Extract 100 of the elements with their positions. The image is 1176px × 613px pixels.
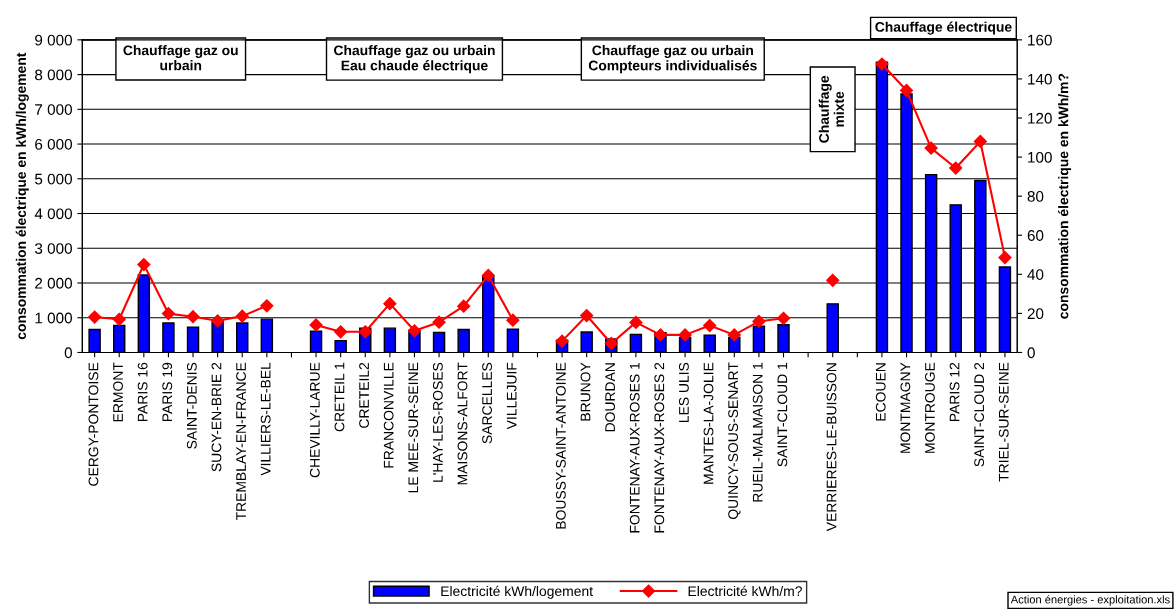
point	[211, 314, 225, 328]
x-tick-label: LE MEE-SUR-SEINE	[408, 362, 419, 493]
x-tick-label: PARIS 12	[949, 362, 960, 422]
y-tick-label: 5 000	[34, 173, 72, 185]
y-tick-label: 1 000	[35, 312, 72, 324]
x-tick-label: LES ULIS	[678, 362, 689, 423]
bar	[752, 325, 766, 353]
bar	[162, 322, 175, 353]
point	[678, 328, 692, 342]
x-tick-label: CRETEIL 1	[334, 362, 345, 432]
point	[973, 134, 987, 149]
x-tick-label: FONTENAY-AUX-ROSES 1	[629, 362, 640, 533]
point	[653, 328, 668, 342]
x-tick-label: MONTROUGE	[925, 362, 935, 453]
y2-tick-label: 40	[1027, 269, 1044, 280]
point	[826, 273, 840, 287]
point	[506, 313, 520, 327]
x-tick-label: PARIS 16	[137, 362, 148, 422]
annotation: Chauffage mixte	[818, 75, 844, 143]
bar	[432, 331, 446, 353]
point	[88, 310, 102, 324]
y-tick-label: 6 000	[35, 138, 72, 150]
y2-tick-label: 20	[1027, 308, 1044, 320]
x-tick-label: DOURDAN	[605, 363, 616, 432]
point	[727, 328, 741, 342]
y2-tick-label: 60	[1027, 230, 1044, 241]
x-tick-label: L'HAY-LES-ROSES	[432, 362, 443, 482]
x-tick-label: PARIS 19	[162, 362, 173, 422]
text: Chauffage électrique	[875, 21, 1012, 35]
y2-tick-label: 80	[1027, 191, 1044, 202]
y-tick-label: 0	[64, 347, 72, 359]
point	[309, 318, 323, 332]
x-tick-label: MANTES-LA-JOLIE	[703, 362, 714, 484]
bar	[457, 328, 470, 353]
x-tick-label: TREMBLAY-EN-FRANCE	[236, 362, 246, 521]
x-tick-label: SAINT-DENIS	[186, 362, 197, 449]
y-axis-title: consommation électrique en kWh/logement	[15, 52, 29, 340]
bar	[112, 324, 126, 353]
point	[629, 315, 643, 329]
y2-tick-label: 160	[1028, 34, 1052, 46]
x-tick-label: SARCELLES	[482, 362, 492, 444]
y-tick-label: 7 000	[35, 104, 72, 115]
y-tick-label: 3 000	[34, 243, 72, 254]
point	[235, 309, 249, 323]
x-tick-label: BRUNOY	[580, 362, 591, 421]
point	[432, 315, 446, 329]
point	[260, 299, 274, 313]
x-tick-label: SAINT-CLOUD 2	[974, 362, 985, 467]
point	[358, 325, 372, 339]
y-tick-label: 8 000	[35, 69, 72, 81]
x-tick-label: SAINT-CLOUD 1	[777, 362, 788, 467]
x-tick-label: CRETEIL2	[359, 362, 369, 428]
bar	[88, 328, 101, 353]
point	[383, 297, 397, 311]
legend-label: Electricité kWh/logement	[441, 585, 593, 599]
x-tick-label: CHEVILLY-LARUE	[309, 362, 320, 478]
x-tick-label: VILLIERS-LE-BEL	[260, 362, 271, 476]
x-tick-label: ERMONT	[113, 362, 123, 422]
bar	[580, 331, 593, 353]
point	[112, 312, 126, 326]
bar	[186, 326, 200, 353]
point	[481, 268, 495, 283]
point	[899, 83, 914, 98]
point	[407, 324, 422, 338]
point	[949, 161, 963, 175]
point	[457, 299, 471, 313]
point	[334, 325, 348, 339]
x-tick-label: MONTMAGNY	[900, 362, 911, 453]
x-tick-label: ECOUEN	[875, 363, 886, 421]
bar	[236, 322, 249, 353]
point	[555, 334, 569, 348]
bar	[383, 327, 397, 353]
y2-tick-label: 100	[1028, 151, 1052, 163]
y-tick-label: 2 000	[35, 277, 72, 289]
point	[137, 257, 151, 272]
y-tick-label: 9 000	[35, 34, 72, 46]
x-tick-label: FONTENAY-AUX-ROSES 2	[654, 362, 665, 533]
bar	[703, 334, 716, 353]
point	[776, 311, 791, 325]
bar	[777, 323, 790, 353]
point	[924, 141, 938, 155]
y2-tick-label: 120	[1028, 112, 1052, 124]
y2-axis-title: consommation électrique en kWh/m?	[1058, 73, 1072, 319]
point	[703, 318, 717, 333]
bar	[309, 330, 323, 353]
x-tick-label: RUEIL-MALMAISON 1	[752, 362, 763, 502]
annotation: Chauffage gaz ou urbain Compteurs individualisés	[588, 45, 757, 74]
x-tick-label: FRANCONVILLE	[383, 362, 394, 468]
annotation: Chauffage gaz ou urbain	[123, 45, 238, 71]
point	[998, 250, 1012, 265]
point	[875, 57, 889, 71]
y2-tick-label: 140	[1028, 73, 1052, 85]
bar	[334, 339, 347, 353]
x-tick-label: BOUSSY-SAINT-ANTOINE	[555, 362, 566, 529]
x-tick-label: MAISONS-ALFORT	[457, 362, 468, 485]
point	[161, 307, 176, 321]
y-tick-label: 4 000	[34, 208, 72, 220]
x-tick-label: QUINCY-SOUS-SENART	[728, 362, 741, 519]
annotation: Chauffage gaz ou urbain Eau chaude électrique	[334, 45, 495, 74]
bar	[629, 333, 643, 353]
